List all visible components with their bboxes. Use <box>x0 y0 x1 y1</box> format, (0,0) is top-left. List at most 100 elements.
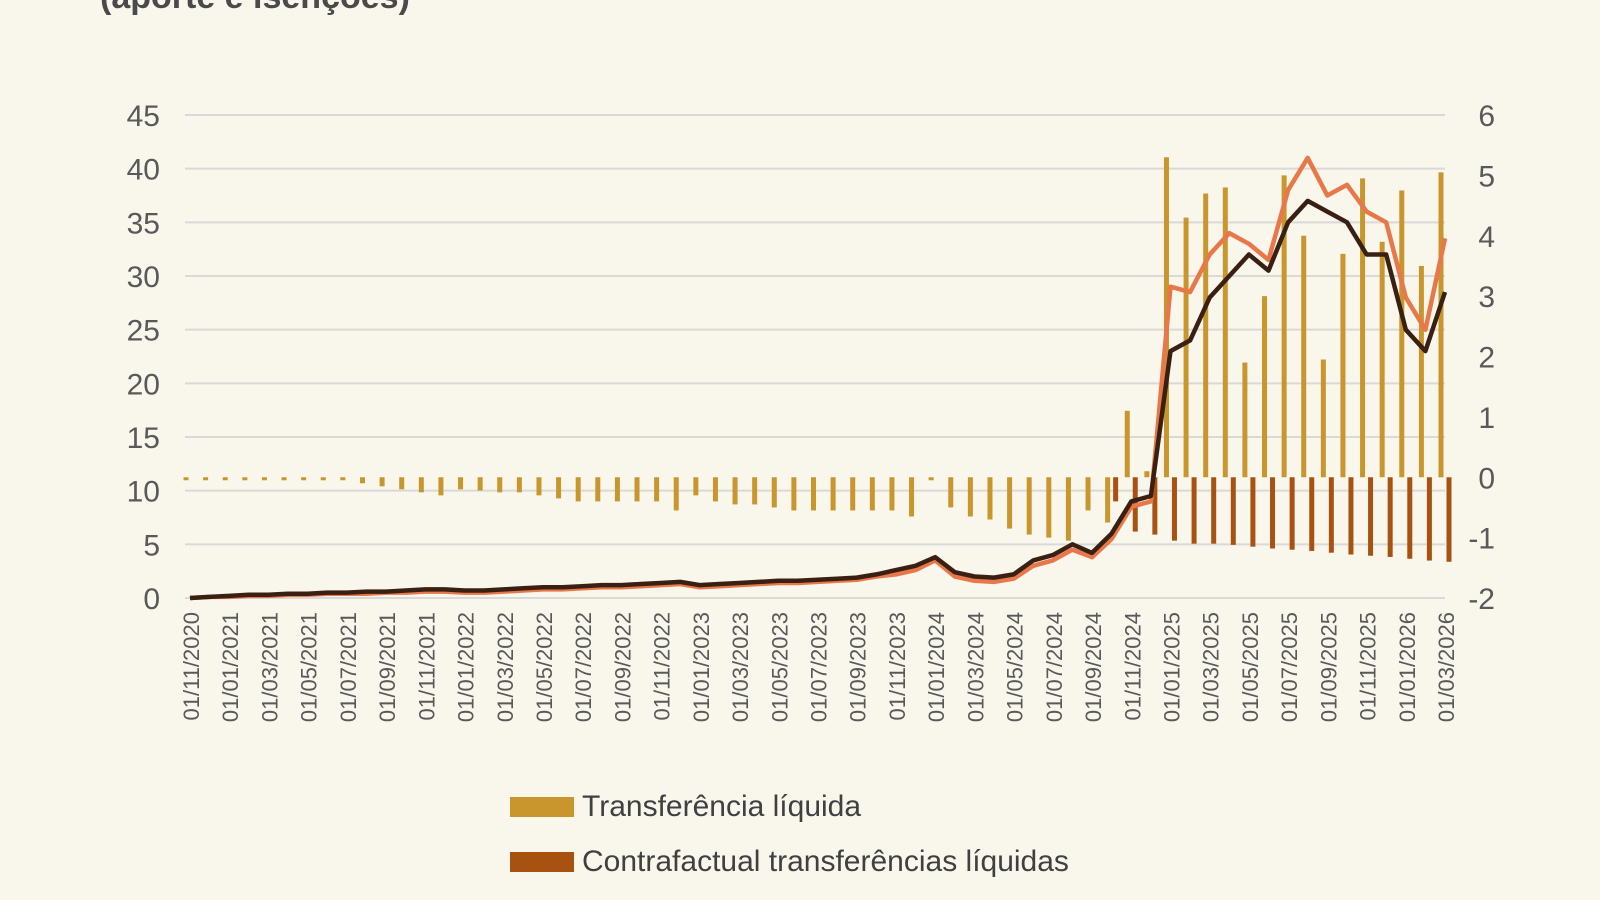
bar-transferencia <box>1242 362 1248 478</box>
bar-transferencia <box>575 477 581 502</box>
bar-transferencia <box>771 477 777 508</box>
bar-transferencia <box>1360 178 1366 478</box>
bar-transferencia <box>340 477 346 481</box>
legend-item-transferencia: Transferência líquida <box>510 790 861 824</box>
chart-title: (aporte e isenções) <box>100 0 410 17</box>
x-tick-label: 01/01/2022 <box>454 612 479 722</box>
bar-transferencia <box>673 477 679 511</box>
x-tick-label: 01/09/2021 <box>375 612 400 722</box>
bar-contrafactual <box>1171 477 1177 541</box>
bar-transferencia <box>556 477 562 499</box>
x-tick-label: 01/09/2024 <box>1081 612 1106 722</box>
bar-transferencia <box>595 477 601 502</box>
legend-swatch-contrafactual <box>510 852 574 872</box>
bar-transferencia <box>222 477 228 481</box>
bar-transferencia <box>1262 296 1268 478</box>
x-tick-label: 01/05/2021 <box>297 612 322 722</box>
bar-transferencia <box>242 477 248 481</box>
y-left-tick-label: 40 <box>127 154 160 187</box>
bar-contrafactual <box>1211 477 1217 544</box>
y-right-tick-label: 4 <box>1478 221 1495 254</box>
bar-transferencia <box>418 477 424 493</box>
x-tick-label: 01/01/2026 <box>1395 612 1420 722</box>
legend-swatch-transferencia <box>510 797 574 817</box>
bar-transferencia <box>497 477 503 493</box>
bar-contrafactual <box>1309 477 1315 551</box>
y-left-tick-label: 20 <box>127 368 160 401</box>
bar-transferencia <box>1301 235 1307 478</box>
y-axis-left: 0 5 10 15 20 25 30 35 40 45 <box>127 100 160 616</box>
bar-contrafactual <box>1270 477 1276 549</box>
line-series-3 <box>189 198 1448 601</box>
y-left-tick-label: 0 <box>143 583 160 616</box>
x-tick-label: 01/01/2025 <box>1159 612 1184 722</box>
bar-transferencia <box>1105 477 1111 523</box>
bar-contrafactual <box>1152 477 1158 535</box>
y-right-tick-label: -2 <box>1468 583 1495 616</box>
x-tick-label: 01/07/2021 <box>336 612 361 722</box>
bar-transferencia <box>1340 253 1346 478</box>
x-tick-label: 01/11/2025 <box>1356 612 1381 720</box>
x-tick-label: 01/05/2023 <box>767 612 792 722</box>
x-tick-label: 01/11/2020 <box>179 612 204 720</box>
bar-contrafactual <box>1446 477 1452 562</box>
x-tick-label: 01/03/2026 <box>1434 612 1459 722</box>
y-right-tick-label: 3 <box>1478 281 1495 314</box>
x-tick-label: 01/11/2021 <box>414 612 439 720</box>
x-tick-label: 01/07/2023 <box>807 612 832 722</box>
bar-transferencia <box>1183 217 1189 478</box>
x-tick-label: 01/11/2023 <box>885 612 910 720</box>
bar-contrafactual <box>1113 477 1119 502</box>
line-series <box>189 155 1448 601</box>
bar-transferencia <box>281 477 287 481</box>
x-tick-label: 01/03/2021 <box>257 612 282 722</box>
x-tick-label: 01/11/2024 <box>1120 612 1145 720</box>
bar-transferencia <box>869 477 875 511</box>
bar-transferencia <box>1046 477 1052 538</box>
bar-transferencia <box>183 477 189 481</box>
x-tick-label: 01/01/2024 <box>924 612 949 722</box>
bar-contrafactual <box>1191 477 1197 544</box>
x-axis-labels: 01/11/2020 01/01/2021 01/03/2021 01/05/2021… <box>179 612 1459 722</box>
x-tick-label: 01/11/2022 <box>650 612 675 720</box>
x-tick-label: 01/03/2022 <box>493 612 518 722</box>
bar-contrafactual <box>1368 477 1374 556</box>
legend-item-contrafactual: Contrafactual transferências líquidas <box>510 845 1069 879</box>
gridlines <box>185 114 1445 599</box>
y-right-tick-label: -1 <box>1468 523 1495 556</box>
bar-transferencia <box>477 477 483 491</box>
y-left-tick-label: 45 <box>127 100 160 133</box>
bar-transferencia <box>1438 172 1444 478</box>
x-tick-label: 01/07/2024 <box>1042 612 1067 722</box>
x-tick-label: 01/05/2025 <box>1238 612 1263 722</box>
y-right-tick-label: 6 <box>1478 100 1495 133</box>
bar-contrafactual <box>1387 477 1393 557</box>
bar-transferencia <box>928 477 934 481</box>
bar-transferencia <box>1399 190 1405 478</box>
bar-transferencia <box>1007 477 1013 529</box>
bar-transferencia <box>301 477 307 481</box>
bar-transferencia <box>1065 477 1071 541</box>
bar-transferencia <box>203 477 209 481</box>
bar-transferencia <box>693 477 699 496</box>
bar-transferencia <box>732 477 738 505</box>
bar-contrafactual <box>1426 477 1432 561</box>
x-tick-label: 01/03/2023 <box>728 612 753 722</box>
bar-transferencia <box>379 477 385 487</box>
y-left-tick-label: 30 <box>127 261 160 294</box>
bar-transferencia <box>791 477 797 511</box>
bar-transferencia <box>1203 193 1209 478</box>
x-tick-label: 01/07/2022 <box>571 612 596 722</box>
bar-contrafactual <box>1230 477 1236 545</box>
bar-transferencia <box>1026 477 1032 535</box>
bar-transferencia <box>830 477 836 511</box>
bar-transferencia <box>909 477 915 517</box>
bar-transferencia <box>1144 471 1150 478</box>
bar-transferencia <box>967 477 973 517</box>
y-left-tick-label: 5 <box>143 529 160 562</box>
x-tick-label: 01/09/2023 <box>846 612 871 722</box>
bar-transferencia <box>516 477 522 493</box>
bar-transferencia <box>614 477 620 502</box>
x-tick-label: 01/09/2022 <box>610 612 635 722</box>
